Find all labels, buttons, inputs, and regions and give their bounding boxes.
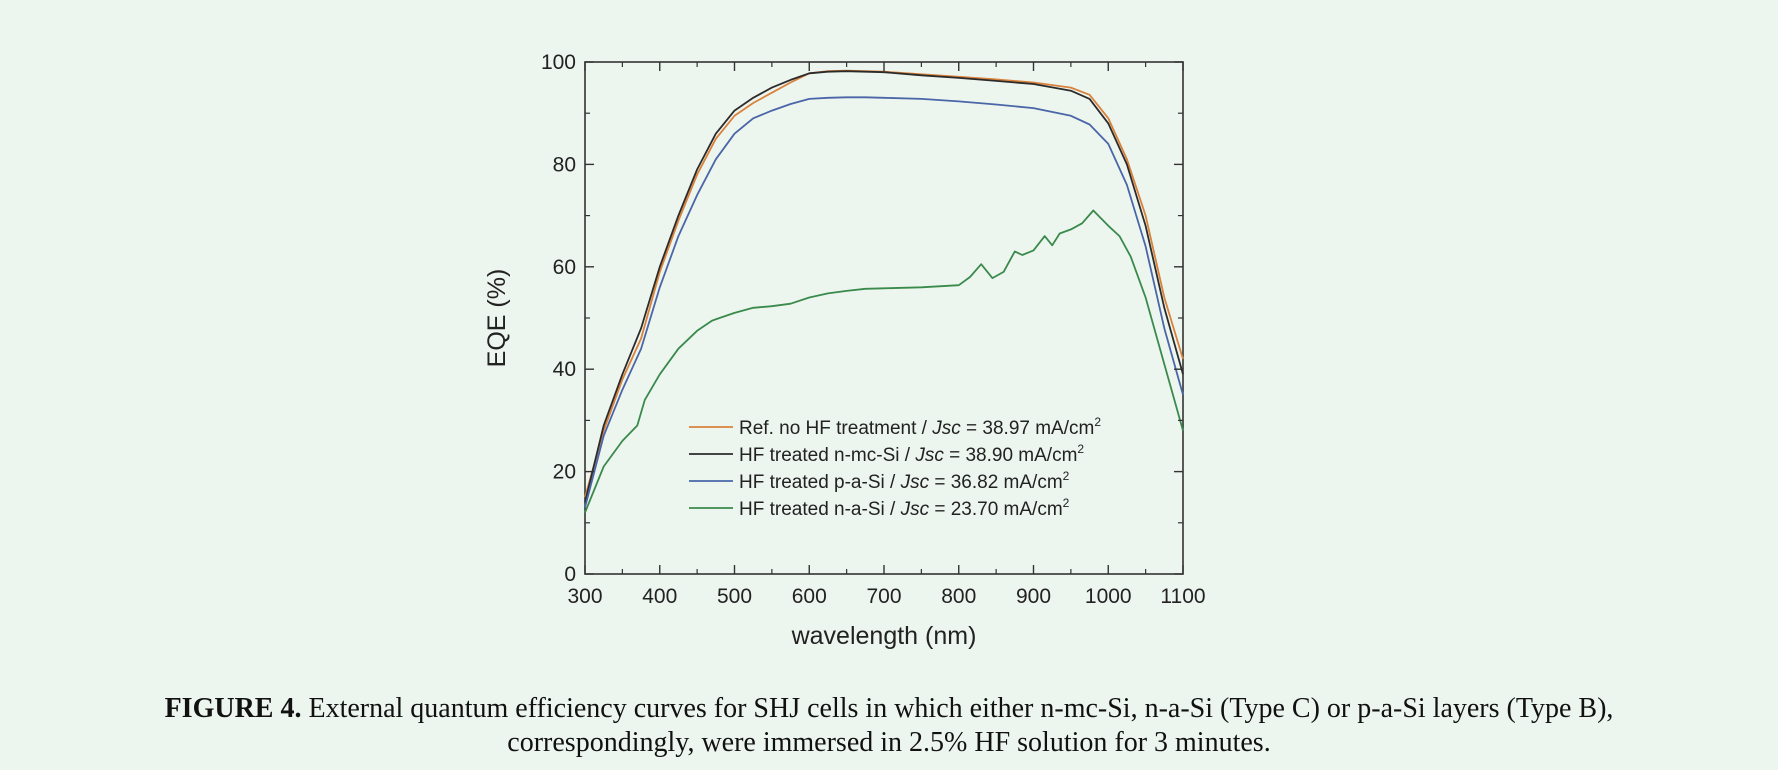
y-tick-label: 20 (553, 461, 576, 484)
x-tick-label: 900 (1016, 585, 1051, 608)
legend: Ref. no HF treatment / Jsc = 38.97 mA/cm… (689, 415, 1101, 520)
figure-caption: FIGURE 4. External quantum efficiency cu… (40, 692, 1738, 760)
legend-entry-4: HF treated n-a-Si / Jsc = 23.70 mA/cm2 (739, 496, 1070, 520)
x-tick-label: 300 (567, 585, 602, 608)
eqe-chart: 300 400 500 600 700 800 900 1000 1100 0 20 40 60 80 10… (483, 51, 1206, 650)
figure-label: FIGURE 4. (164, 693, 302, 724)
series-line-3 (584, 96, 1184, 508)
x-tick-label: 700 (866, 585, 901, 608)
caption-line-2: correspondingly, were immersed in 2.5% H… (507, 727, 1271, 758)
y-tick-label: 0 (564, 563, 576, 586)
x-tick-label: 600 (792, 585, 827, 608)
plot-frame (584, 61, 1184, 575)
y-tick-label: 100 (541, 51, 576, 74)
x-tick-label: 500 (717, 585, 752, 608)
series-line-2 (584, 70, 1184, 503)
y-axis-title: EQE (%) (483, 269, 511, 368)
legend-entry-1: Ref. no HF treatment / Jsc = 38.97 mA/cm… (739, 415, 1101, 439)
x-axis-title: wavelength (nm) (791, 622, 977, 650)
x-tick-label: 1000 (1085, 585, 1132, 608)
x-tick-label: 1100 (1160, 585, 1205, 608)
x-tick-label: 400 (642, 585, 677, 608)
legend-entry-2: HF treated n-mc-Si / Jsc = 38.90 mA/cm2 (739, 442, 1084, 466)
legend-entry-3: HF treated p-a-Si / Jsc = 36.82 mA/cm2 (739, 469, 1070, 493)
plot-frame-layer (584, 61, 1184, 575)
series-layer (584, 69, 1184, 513)
y-tick-label: 40 (553, 358, 576, 381)
tick-layer: 300 400 500 600 700 800 900 1000 1100 0 20 40 60 80 10… (541, 51, 1206, 608)
series-line-4 (584, 209, 1184, 513)
x-tick-label: 800 (941, 585, 976, 608)
y-tick-label: 80 (553, 153, 576, 176)
y-tick-label: 60 (553, 256, 576, 279)
caption-line-1: External quantum efficiency curves for S… (301, 693, 1614, 724)
